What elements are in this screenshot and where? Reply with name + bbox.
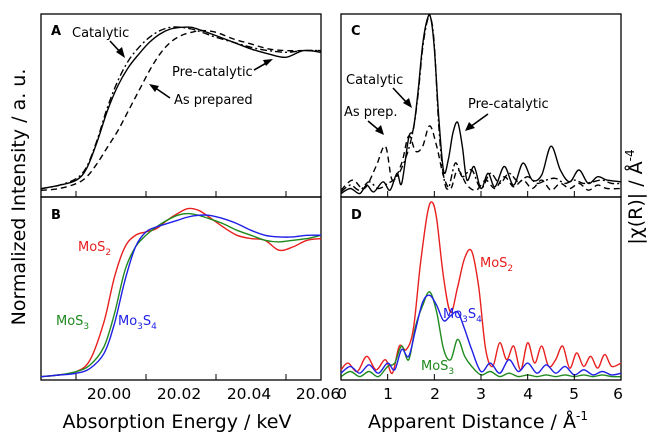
series-line-b-2 — [40, 214, 322, 378]
panel-a-series — [40, 26, 322, 191]
panel-d-frame — [340, 196, 622, 381]
series-line-c-1 — [340, 14, 622, 193]
annot-a-as-prepared: As prepared — [174, 93, 253, 108]
panel-c-series — [340, 13, 622, 195]
series-line-a-1 — [40, 26, 322, 190]
arrowhead-a-as-prepared — [149, 84, 159, 92]
panel-letter-a: A — [51, 24, 61, 39]
x-axis-title-right: Apparent Distance / Å-1 — [368, 409, 588, 433]
panel-letter-c: C — [351, 24, 361, 39]
panel-letter-b: B — [51, 208, 61, 223]
xtick-label-b-0: 20.00 — [87, 385, 131, 403]
panel-b-series — [40, 207, 322, 378]
xtick-label-b-2: 20.04 — [227, 385, 271, 403]
xtick-label-b-3: 20.06 — [296, 385, 340, 403]
label-d-mo3s4: Mo3S4 — [443, 307, 482, 325]
label-b-mo3s4: Mo3S4 — [118, 314, 157, 332]
xtick-label-d-0: 0 — [337, 385, 347, 403]
axis-ticks — [75, 191, 622, 380]
annot-a-catalytic: Catalytic — [72, 26, 129, 41]
series-line-d-2 — [340, 294, 622, 376]
x-axis-title-left: Absorption Energy / keV — [63, 411, 292, 433]
annot-a-pre-catalytic: Pre-catalytic — [172, 65, 253, 80]
series-line-c-0 — [340, 13, 622, 195]
arrowhead-a-catalytic — [116, 47, 125, 58]
arrowhead-c-as-prep — [375, 125, 384, 135]
arrow-c-pre-catalytic — [469, 113, 489, 128]
xtick-label-d-2: 2 — [430, 385, 440, 403]
panel-b-frame — [40, 196, 322, 381]
series-line-d-0 — [340, 201, 622, 375]
label-d-mos2: MoS2 — [480, 256, 513, 274]
annot-c-catalytic: Catalytic — [346, 73, 403, 88]
label-b-mos2: MoS2 — [78, 240, 111, 258]
annot-c-pre-catalytic: Pre-catalytic — [468, 97, 549, 112]
xtick-label-d-3: 3 — [476, 385, 486, 403]
series-line-c-2 — [340, 125, 622, 192]
xtick-label-b-1: 20.02 — [157, 385, 201, 403]
xtick-label-d-4: 4 — [523, 385, 533, 403]
label-b-mos3: MoS3 — [56, 314, 89, 332]
series-line-d-1 — [340, 291, 622, 378]
annot-c-as-prep: As prep. — [344, 105, 398, 120]
panel-letter-d: D — [351, 208, 362, 223]
label-d-mos3: MoS3 — [421, 359, 454, 377]
y-axis-title-left: Normalized Intensity / a. u. — [8, 69, 30, 326]
panel-d-series — [340, 201, 622, 378]
series-line-b-0 — [40, 207, 322, 378]
series-line-b-1 — [40, 212, 322, 378]
arrowhead-a-pre-catalytic — [263, 59, 273, 66]
arrowhead-c-catalytic — [403, 98, 412, 108]
arrowhead-c-pre-catalytic — [465, 122, 475, 131]
xtick-label-d-1: 1 — [383, 385, 393, 403]
xtick-label-d-5: 5 — [569, 385, 579, 403]
y-axis-title-right: |χ(R)| / Å-4 — [623, 149, 647, 244]
xtick-label-d-6: 6 — [613, 385, 623, 403]
series-line-a-2 — [40, 29, 321, 191]
